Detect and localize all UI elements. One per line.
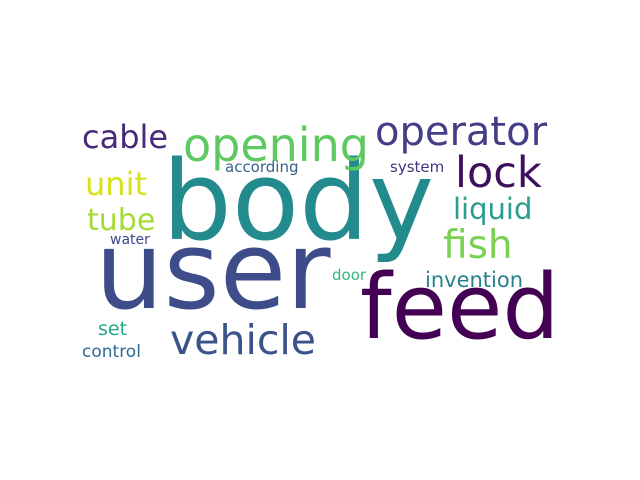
word-set: set (98, 320, 127, 339)
word-operator: operator (375, 112, 547, 152)
word-fish: fish (443, 226, 513, 265)
word-unit: unit (85, 168, 147, 200)
word-liquid: liquid (453, 195, 532, 224)
word-invention: invention (425, 270, 523, 291)
word-according: according (225, 160, 298, 175)
word-system: system (390, 160, 444, 175)
word-door: door (332, 268, 366, 283)
word-vehicle: vehicle (170, 320, 316, 361)
word-lock: lock (455, 152, 542, 195)
word-water: water (110, 233, 150, 247)
word-control: control (82, 344, 141, 361)
word-cable: cable (82, 121, 168, 153)
